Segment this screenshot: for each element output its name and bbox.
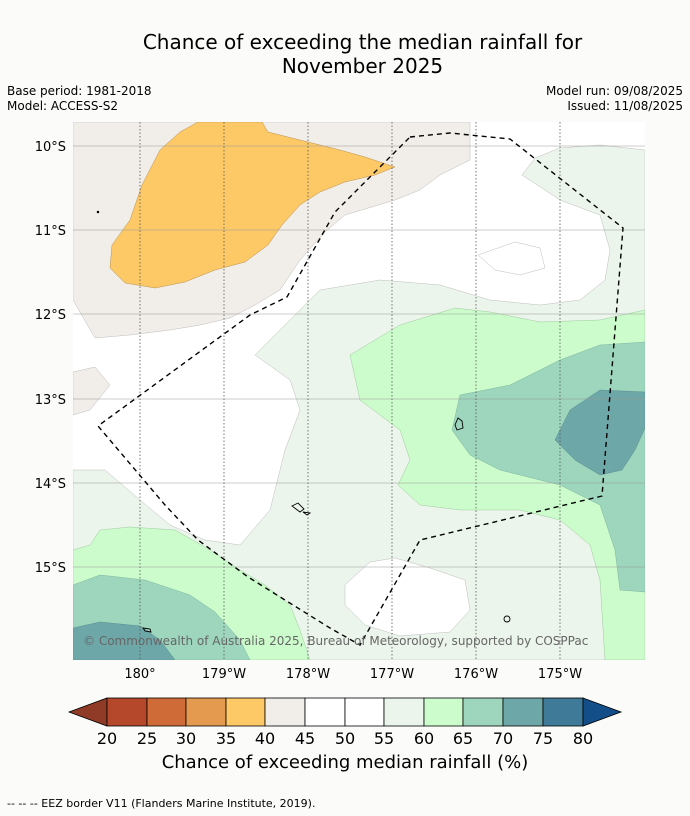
- colorbar-tick: 70: [493, 729, 513, 748]
- colorbar-swatches: [67, 697, 623, 727]
- colorbar-tick: 55: [374, 729, 394, 748]
- model-run: Model run: 09/08/2025: [545, 84, 683, 98]
- meta-right: Model run: 09/08/2025 Issued: 11/08/2025: [546, 84, 683, 114]
- colorbar-swatch: [185, 697, 227, 727]
- colorbar-swatch: [106, 697, 148, 727]
- copyright-notice: © Commonwealth of Australia 2025, Bureau…: [83, 634, 588, 648]
- colorbar-tick: 60: [414, 729, 434, 748]
- zone-70-75-southwest: [73, 621, 176, 660]
- zone-55-60-east: [73, 144, 645, 660]
- colorbar-tick: 35: [216, 729, 236, 748]
- colorbar-tick: 25: [137, 729, 157, 748]
- base-period: Base period: 1981-2018: [7, 84, 152, 98]
- lat-labels: 10°S 11°S 12°S 13°S 14°S 15°S: [35, 140, 66, 576]
- zone-35-40: [109, 122, 396, 289]
- colorbar-swatch: [304, 697, 346, 727]
- colorbar-swatch: [423, 697, 464, 727]
- colorbar-tick: 75: [533, 729, 553, 748]
- colorbar-tick: 80: [573, 729, 593, 748]
- lon-labels: 180° 179°W 178°W 177°W 176°W 175°W: [124, 667, 582, 682]
- colorbar-title: Chance of exceeding median rainfall (%): [161, 752, 529, 773]
- zone-white-south: [344, 557, 471, 637]
- colorbar-swatch: [383, 697, 425, 727]
- islands: [96, 210, 511, 633]
- colorbar-swatch: [462, 697, 504, 727]
- zone-40-45-west: [73, 366, 111, 416]
- colorbar-swatch: [344, 697, 385, 727]
- colorbar-swatch: [225, 697, 266, 727]
- lon-label: 175°W: [538, 667, 582, 682]
- colorbar-swatch: [542, 697, 584, 727]
- lat-label: 13°S: [35, 393, 66, 408]
- colorbar-tick: 40: [255, 729, 275, 748]
- colorbar-tick: 50: [335, 729, 355, 748]
- rainfall-map: © Commonwealth of Australia 2025, Bureau…: [35, 122, 645, 682]
- lon-label: 179°W: [202, 667, 246, 682]
- zone-70-75-east: [554, 389, 645, 476]
- lat-label: 11°S: [35, 224, 66, 239]
- colorbar-swatch: [502, 697, 544, 727]
- colorbar-low-arrow: [67, 697, 108, 727]
- colorbar-ticks: 20 25 30 35 40 45 50 55 60 65 70 75 80: [97, 729, 593, 748]
- colorbar-high-arrow: [582, 697, 623, 727]
- lon-label: 177°W: [370, 667, 414, 682]
- colorbar-tick: 65: [453, 729, 473, 748]
- zone-white-northeast: [477, 241, 546, 276]
- colorbar-tick: 45: [295, 729, 315, 748]
- model-name: Model: ACCESS-S2: [7, 99, 119, 113]
- chart-title: Chance of exceeding the median rainfall …: [0, 30, 690, 78]
- issued-date: Issued: 11/08/2025: [567, 99, 683, 113]
- colorbar-tick: 20: [97, 729, 117, 748]
- lat-label: 15°S: [35, 561, 66, 576]
- meridians: [139, 122, 561, 660]
- eez-footnote: -- -- -- EEZ border V11 (Flanders Marine…: [7, 797, 316, 810]
- title-line-1: Chance of exceeding the median rainfall …: [142, 30, 583, 54]
- lon-label: 180°: [124, 667, 155, 682]
- colorbar-swatch: [146, 697, 187, 727]
- meta-left: Base period: 1981-2018 Model: ACCESS-S2: [7, 84, 152, 114]
- lat-label: 14°S: [35, 477, 66, 492]
- colorbar-tick: 30: [176, 729, 196, 748]
- title-line-2: November 2025: [281, 54, 444, 78]
- lat-label: 10°S: [35, 140, 66, 155]
- eez-border: [96, 132, 624, 646]
- lon-label: 176°W: [454, 667, 498, 682]
- map-field: © Commonwealth of Australia 2025, Bureau…: [73, 122, 645, 660]
- lon-label: 178°W: [286, 667, 330, 682]
- colorbar-swatch: [264, 697, 306, 727]
- colorbar: 20 25 30 35 40 45 50 55 60 65 70 75 80: [67, 697, 623, 748]
- gridlines: [73, 145, 645, 568]
- lat-label: 12°S: [35, 308, 66, 323]
